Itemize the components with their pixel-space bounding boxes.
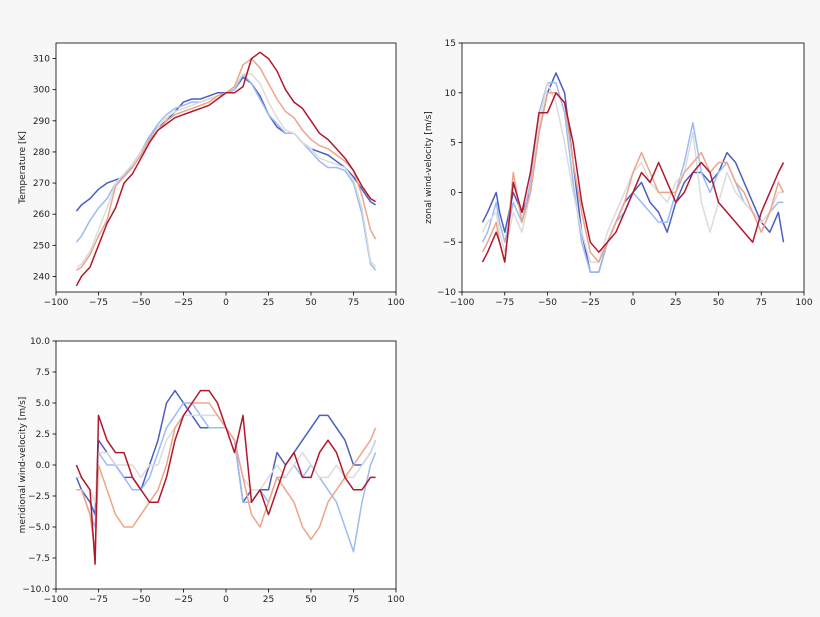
x-tick-label: 100 xyxy=(387,595,404,605)
x-tick-label: −50 xyxy=(538,298,557,308)
x-tick-label: 100 xyxy=(795,298,812,308)
x-tick-label: 0 xyxy=(630,298,636,308)
y-tick-label: 310 xyxy=(33,55,50,65)
subplot-3: −100 −75 −50 −25 0 25 50 75 100 −10.0 −7.5 −5.0 −2.5… xyxy=(18,337,405,605)
y-tick-label: 240 xyxy=(33,272,50,282)
x-tick-label: 50 xyxy=(713,298,725,308)
x-tick-label: −100 xyxy=(44,595,69,605)
series-line-3 xyxy=(481,82,784,263)
subplot-1: −100 −75 −50 −25 0 25 50 75 100 240 250 260 270 280 29… xyxy=(18,42,405,308)
x-tick-label: 75 xyxy=(756,298,767,308)
x-tick-label: 25 xyxy=(670,298,681,308)
series-line-4 xyxy=(76,402,377,553)
subplot-2: −100 −75 −50 −25 0 25 50 75 100−10−5051015zonal … xyxy=(424,39,813,308)
y-tick-label: 260 xyxy=(33,210,50,220)
x-tick-label: −25 xyxy=(174,595,193,605)
y-tick-label: −7.5 xyxy=(28,554,50,564)
y-tick-label: 0 xyxy=(450,188,456,198)
y-tick-label: 5 xyxy=(450,139,456,149)
y-tick-label: −2.5 xyxy=(28,492,50,502)
y-tick-label: −10 xyxy=(437,288,456,298)
x-tick-label: −100 xyxy=(450,298,475,308)
x-tick-label: −75 xyxy=(89,595,108,605)
series-line-5 xyxy=(481,92,785,263)
x-tick-label: 75 xyxy=(348,298,359,308)
y-tick-label: 10.0 xyxy=(30,337,50,347)
y-tick-label: 15 xyxy=(445,39,456,49)
x-tick-label: 25 xyxy=(263,595,274,605)
plot-area xyxy=(462,43,804,292)
y-tick-label: 7.5 xyxy=(36,368,50,378)
y-tick-label: 250 xyxy=(33,241,50,251)
x-tick-label: 75 xyxy=(348,595,359,605)
y-tick-label: 10 xyxy=(445,89,457,99)
y-tick-label: −5 xyxy=(443,238,456,248)
y-tick-label: −5.0 xyxy=(28,523,50,533)
series-line-2 xyxy=(76,402,377,553)
plot-area xyxy=(56,43,396,292)
x-tick-label: −50 xyxy=(132,595,151,605)
x-tick-label: 50 xyxy=(305,595,317,605)
x-tick-label: 100 xyxy=(387,298,404,308)
x-tick-label: 50 xyxy=(305,298,317,308)
y-axis-label: meridional wind-velocity [m/s] xyxy=(18,397,28,534)
y-axis-label: zonal wind-velocity [m/s] xyxy=(424,111,434,224)
x-tick-label: 0 xyxy=(223,595,229,605)
y-tick-label: 0.0 xyxy=(36,461,51,471)
x-tick-label: 0 xyxy=(223,298,229,308)
x-tick-label: −25 xyxy=(581,298,600,308)
x-tick-label: −100 xyxy=(44,298,69,308)
y-tick-label: 290 xyxy=(33,117,50,127)
series-line-4 xyxy=(481,92,785,263)
x-tick-label: −75 xyxy=(495,298,514,308)
x-tick-label: −75 xyxy=(89,298,108,308)
y-tick-label: 5.0 xyxy=(36,399,51,409)
x-tick-label: −50 xyxy=(132,298,151,308)
series-line-5 xyxy=(75,389,376,565)
y-tick-label: 2.5 xyxy=(36,430,50,440)
y-tick-label: 300 xyxy=(33,86,50,96)
y-tick-label: 280 xyxy=(33,148,50,158)
y-axis-label: Temperature [K] xyxy=(18,131,28,205)
x-tick-label: −25 xyxy=(174,298,193,308)
x-tick-label: 25 xyxy=(263,298,274,308)
series-line-5 xyxy=(75,51,376,287)
y-tick-label: 270 xyxy=(33,179,50,189)
y-tick-label: −10.0 xyxy=(22,585,50,595)
